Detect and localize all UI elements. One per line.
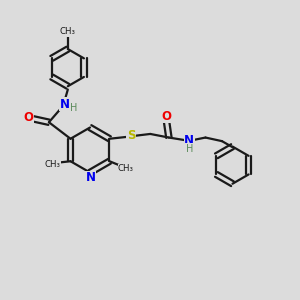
Text: N: N <box>60 98 70 111</box>
Text: H: H <box>186 144 193 154</box>
Text: S: S <box>127 129 135 142</box>
Text: N: N <box>184 134 194 147</box>
Text: CH₃: CH₃ <box>60 27 76 36</box>
Text: CH₃: CH₃ <box>44 160 61 169</box>
Text: O: O <box>24 111 34 124</box>
Text: N: N <box>85 171 96 184</box>
Text: CH₃: CH₃ <box>118 164 134 173</box>
Text: O: O <box>161 110 171 123</box>
Text: H: H <box>70 103 77 113</box>
